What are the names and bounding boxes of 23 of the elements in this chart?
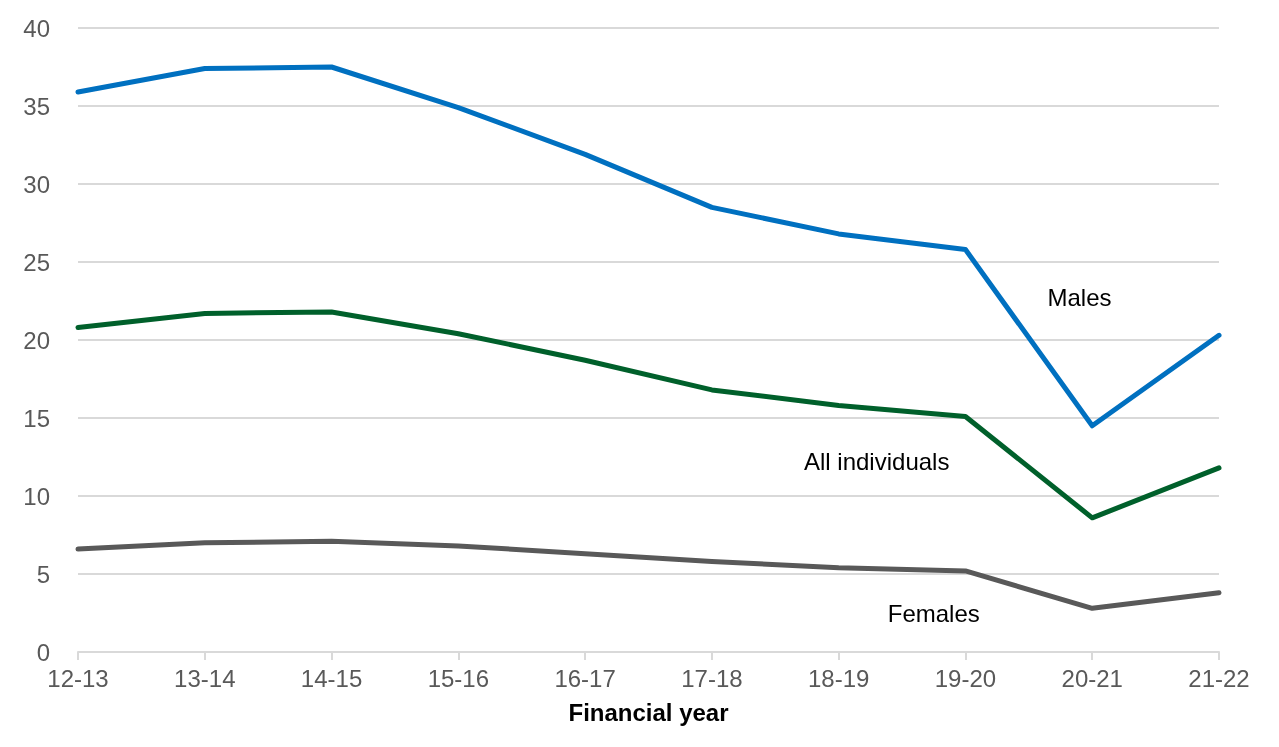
y-tick-label: 10 [23, 482, 50, 510]
x-tick-label: 13-14 [174, 664, 236, 692]
series-label: Males [1047, 284, 1112, 312]
y-tick-label: 0 [36, 638, 50, 666]
x-tick-label: 20-21 [1061, 664, 1123, 692]
series-label: Females [887, 599, 980, 627]
x-tick-label: 21-22 [1188, 664, 1250, 692]
x-tick-label: 19-20 [934, 664, 997, 692]
x-tick-label: 18-19 [807, 664, 870, 692]
y-tick-label: 35 [23, 92, 50, 120]
y-tick-label: 20 [23, 326, 50, 354]
y-tick-label: 40 [23, 14, 50, 42]
x-axis-title: Financial year [568, 698, 729, 726]
x-tick-label: 17-18 [681, 664, 743, 692]
series-label: All individuals [804, 448, 950, 476]
x-tick-label: 15-16 [427, 664, 490, 692]
y-tick-label: 15 [23, 404, 50, 432]
x-tick-label: 16-17 [554, 664, 616, 692]
y-tick-label: 25 [23, 248, 50, 276]
y-tick-label: 5 [36, 560, 50, 588]
x-tick-label: 14-15 [300, 664, 363, 692]
y-tick-label: 30 [23, 170, 50, 198]
x-tick-label: 12-13 [47, 664, 109, 692]
